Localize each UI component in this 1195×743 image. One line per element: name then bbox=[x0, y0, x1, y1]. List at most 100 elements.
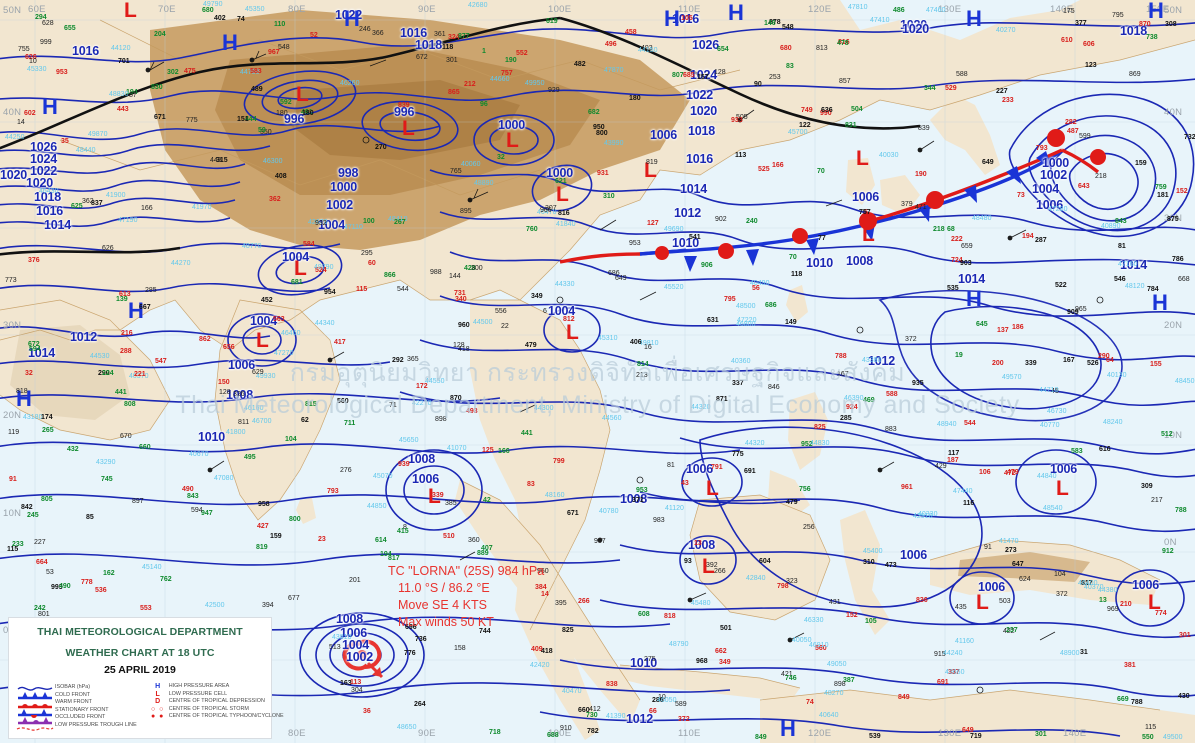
station-observation: 870 bbox=[1139, 21, 1151, 28]
station-observation: 190 bbox=[505, 57, 517, 64]
station-observation: 812 bbox=[563, 316, 575, 323]
station-observation: 614 bbox=[375, 537, 387, 544]
graticule-label: 20N bbox=[1164, 320, 1183, 331]
station-observation: 395 bbox=[555, 600, 567, 607]
station-observation: 227 bbox=[34, 539, 46, 546]
legend-item-depression: CENTRE OF TROPICAL DEPRESSION bbox=[168, 698, 265, 705]
station-observation: 428 bbox=[464, 265, 476, 272]
station-observation: 473 bbox=[885, 562, 897, 569]
station-observation: 429 bbox=[935, 463, 947, 470]
station-observation: 290 bbox=[1098, 353, 1110, 360]
station-observation: 625 bbox=[71, 203, 83, 210]
isobar-value-label: 1018 bbox=[34, 190, 62, 204]
station-observation: 647 bbox=[1012, 561, 1024, 568]
isobar-value-label: 1014 bbox=[44, 218, 72, 232]
station-observation: 775 bbox=[186, 117, 198, 124]
isobar-value-label: 1014 bbox=[680, 182, 708, 196]
station-observation: 172 bbox=[416, 383, 428, 390]
station-observation: 162 bbox=[103, 570, 115, 577]
station-observation: 406 bbox=[630, 339, 642, 346]
station-observation: 42680 bbox=[468, 2, 488, 9]
station-observation: 836 bbox=[916, 597, 928, 604]
isobar-value-label: 1006 bbox=[978, 580, 1006, 594]
station-observation: 800 bbox=[289, 516, 301, 523]
isobar-value-label: 1006 bbox=[228, 358, 256, 372]
station-observation: 701 bbox=[118, 58, 130, 65]
isobar-value-label: 1020 bbox=[0, 168, 28, 182]
station-observation: 42670 bbox=[308, 219, 328, 226]
tc-max-winds: Max winds 50 KT bbox=[398, 615, 494, 629]
low-pressure-marker: L bbox=[706, 477, 719, 500]
station-observation: 536 bbox=[95, 587, 107, 594]
station-observation: 44530 bbox=[90, 353, 110, 360]
station-observation: 795 bbox=[724, 296, 736, 303]
station-observation: 619 bbox=[546, 18, 558, 25]
station-observation: 669 bbox=[1117, 696, 1129, 703]
station-observation: 32 bbox=[25, 370, 33, 377]
station-observation: 817 bbox=[1081, 580, 1093, 587]
station-observation: 759 bbox=[1155, 184, 1167, 191]
station-observation: 760 bbox=[526, 226, 538, 233]
station-observation: 830 bbox=[151, 84, 163, 91]
station-observation: 583 bbox=[1071, 448, 1083, 455]
station-observation: 91 bbox=[984, 544, 992, 551]
station-observation: 583 bbox=[250, 68, 262, 75]
low-pressure-marker: L bbox=[702, 555, 715, 578]
station-observation: 59 bbox=[258, 127, 266, 134]
isobar-value-label: 1020 bbox=[902, 22, 930, 36]
warm-front-symbol bbox=[18, 704, 52, 709]
station-observation: 791 bbox=[711, 464, 723, 471]
station-observation: 452 bbox=[261, 297, 273, 304]
station-observation: 349 bbox=[719, 659, 731, 666]
station-observation: 301 bbox=[1179, 632, 1191, 639]
station-observation: 216 bbox=[121, 330, 133, 337]
isobar-value-label: 1022 bbox=[335, 8, 363, 22]
station-observation: 110 bbox=[274, 21, 286, 28]
station-observation: 407 bbox=[481, 545, 493, 552]
low-pressure-marker: L bbox=[428, 485, 441, 508]
tc-name-pressure: TC "LORNA" (25S) 984 hPa bbox=[388, 564, 545, 578]
high-pressure-marker: H bbox=[664, 6, 680, 31]
station-observation: 602 bbox=[24, 110, 36, 117]
isobar-value-label: 1008 bbox=[688, 538, 716, 552]
station-observation: 421 bbox=[781, 671, 793, 678]
graticule-label: 80E bbox=[288, 4, 306, 15]
station-observation: 819 bbox=[646, 159, 658, 166]
station-observation: 217 bbox=[1151, 497, 1163, 504]
graticule-label: 120E bbox=[808, 728, 832, 739]
isobar-value-label: 1006 bbox=[852, 190, 880, 204]
station-observation: 163 bbox=[340, 680, 352, 687]
legend-item-typhoon: CENTRE OF TROPICAL TYPHOON/CYCLONE bbox=[168, 713, 284, 720]
isobar-value-label: 1010 bbox=[806, 256, 834, 270]
station-observation: 746 bbox=[785, 675, 797, 682]
station-observation: 212 bbox=[464, 81, 476, 88]
legend-item-stationary-front: STATIONARY FRONT bbox=[55, 706, 109, 713]
station-observation: 31 bbox=[1080, 649, 1088, 656]
cold-front-barb bbox=[918, 204, 930, 222]
station-observation: 85 bbox=[86, 514, 94, 521]
station-observation: 155 bbox=[1150, 361, 1162, 368]
isobar-value-label: 1010 bbox=[198, 430, 226, 444]
station-observation: 655 bbox=[64, 25, 76, 32]
station-observation: 339 bbox=[432, 492, 444, 499]
station-observation: 256 bbox=[803, 524, 815, 531]
station-observation: 326 bbox=[233, 391, 245, 398]
station-observation: 471 bbox=[915, 204, 927, 211]
station-observation: 756 bbox=[799, 486, 811, 493]
station-observation: 81 bbox=[1118, 243, 1126, 250]
station-observation: 49950 bbox=[525, 80, 545, 87]
station-observation: 304 bbox=[351, 687, 363, 694]
station-observation: 339 bbox=[1025, 360, 1037, 367]
isobar-value-label: 1016 bbox=[72, 44, 100, 58]
station-observation: 786 bbox=[1172, 256, 1184, 263]
station-observation: 41120 bbox=[665, 505, 684, 512]
isobar-value-label: 1000 bbox=[1042, 156, 1070, 170]
legend-title-line2: WEATHER CHART AT 18 UTC bbox=[65, 647, 215, 659]
station-observation: 691 bbox=[744, 468, 756, 475]
station-observation: 560 bbox=[337, 398, 349, 405]
station-observation: 616 bbox=[1099, 446, 1111, 453]
station-observation: 157 bbox=[697, 74, 709, 81]
station-observation: 732 bbox=[1184, 134, 1195, 141]
station-observation: 365 bbox=[407, 356, 419, 363]
station-observation: 119 bbox=[8, 429, 20, 436]
